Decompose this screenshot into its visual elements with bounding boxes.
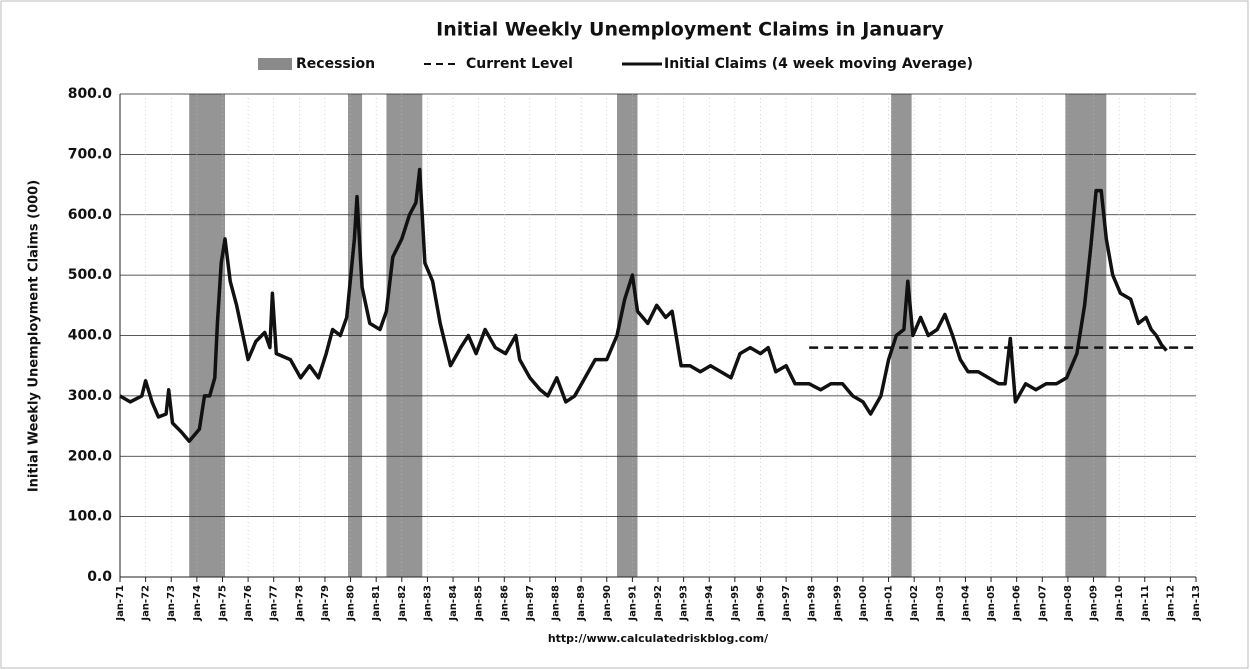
x-tick-label: Jan-04 xyxy=(960,585,971,622)
claims-line xyxy=(119,167,1168,443)
x-tick-label: Jan-84 xyxy=(448,585,459,622)
x-tick-label: Jan-85 xyxy=(474,585,485,622)
x-tick-label: Jan-74 xyxy=(192,585,203,622)
x-tick-label: Jan-82 xyxy=(397,585,408,622)
x-tick-label: Jan-07 xyxy=(1037,585,1048,622)
x-tick-label: Jan-76 xyxy=(243,585,254,622)
x-tick-label: Jan-06 xyxy=(1012,585,1023,622)
x-tick-label: Jan-02 xyxy=(909,585,920,622)
x-tick-label: Jan-12 xyxy=(1165,585,1176,622)
legend-label: Current Level xyxy=(466,56,573,72)
x-tick-label: Jan-01 xyxy=(884,585,895,622)
x-tick-label: Jan-03 xyxy=(935,585,946,622)
y-tick-label: 500.0 xyxy=(68,267,113,283)
legend-label: Initial Claims (4 week moving Average) xyxy=(664,56,973,72)
x-tick-label: Jan-13 xyxy=(1191,585,1202,622)
x-tick-label: Jan-94 xyxy=(704,585,715,622)
x-tick-label: Jan-83 xyxy=(422,585,433,622)
x-tick-label: Jan-73 xyxy=(166,585,177,622)
y-tick-label: 300.0 xyxy=(68,388,113,404)
x-tick-label: Jan-77 xyxy=(269,585,280,622)
x-tick-label: Jan-81 xyxy=(371,585,382,622)
x-tick-label: Jan-10 xyxy=(1114,585,1125,622)
y-tick-label: 200.0 xyxy=(68,448,113,464)
x-tick-label: Jan-05 xyxy=(986,585,997,622)
x-tick-label: Jan-91 xyxy=(627,585,638,622)
y-tick-label: 100.0 xyxy=(68,509,113,525)
legend-label: Recession xyxy=(296,56,375,72)
x-tick-label: Jan-08 xyxy=(1063,585,1074,622)
x-tick-label: Jan-79 xyxy=(320,585,331,622)
y-tick-label: 600.0 xyxy=(68,207,113,223)
x-tick-label: Jan-95 xyxy=(730,585,741,622)
x-tick-label: Jan-96 xyxy=(755,585,766,622)
x-tick-label: Jan-90 xyxy=(602,585,613,622)
y-tick-label: 700.0 xyxy=(68,146,113,162)
x-tick-label: Jan-78 xyxy=(294,585,305,622)
x-tick-label: Jan-93 xyxy=(679,585,690,622)
x-tick-label: Jan-71 xyxy=(115,585,126,622)
x-tick-label: Jan-86 xyxy=(499,585,510,622)
x-tick-label: Jan-80 xyxy=(346,585,357,622)
x-tick-label: Jan-09 xyxy=(1089,585,1100,622)
x-tick-label: Jan-11 xyxy=(1140,585,1151,622)
x-tick-label: Jan-97 xyxy=(781,585,792,622)
x-tick-label: Jan-98 xyxy=(807,585,818,622)
legend-swatch xyxy=(258,58,292,70)
x-tick-label: Jan-87 xyxy=(525,585,536,622)
y-axis-label: Initial Weekly Unemployment Claims (000) xyxy=(27,180,42,492)
x-tick-label: Jan-88 xyxy=(551,585,562,622)
x-tick-label: Jan-92 xyxy=(653,585,664,622)
x-tick-label: Jan-89 xyxy=(576,585,587,622)
y-tick-label: 800.0 xyxy=(68,86,113,102)
y-tick-label: 0.0 xyxy=(87,569,112,585)
chart-title: Initial Weekly Unemployment Claims in Ja… xyxy=(436,19,944,41)
x-tick-label: Jan-72 xyxy=(141,585,152,622)
source-note: http://www.calculatedriskblog.com/ xyxy=(548,632,769,645)
y-tick-label: 400.0 xyxy=(68,328,113,344)
x-tick-label: Jan-00 xyxy=(858,585,869,622)
x-tick-label: Jan-99 xyxy=(832,585,843,622)
x-tick-label: Jan-75 xyxy=(217,585,228,622)
